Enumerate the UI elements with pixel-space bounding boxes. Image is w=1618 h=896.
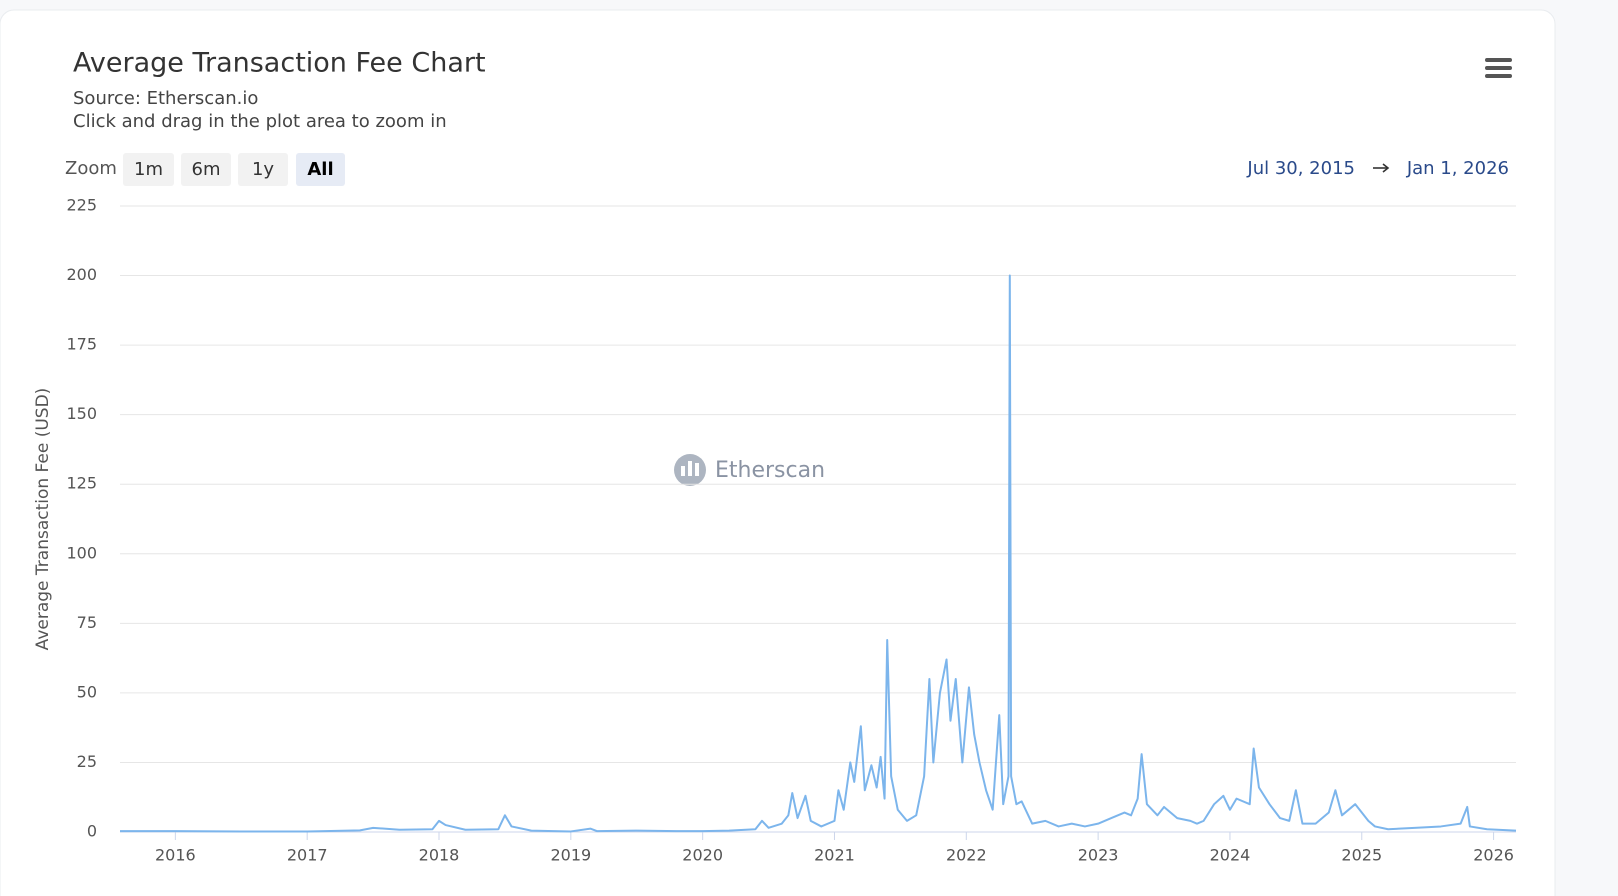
zoom-button[interactable] <box>296 153 345 186</box>
data-line <box>120 274 1517 833</box>
x-tick-label: 2019 <box>550 846 591 865</box>
chart-title: Average Transaction Fee Chart <box>73 48 486 79</box>
range-arrow <box>1373 163 1390 173</box>
range-from[interactable]: Jul 30, 2015 <box>1246 158 1355 179</box>
watermark: Etherscan <box>715 458 825 483</box>
watermark-logo <box>674 454 706 486</box>
zoom-button-label[interactable]: 1m <box>134 159 163 180</box>
x-tick-label: 2017 <box>287 846 328 865</box>
x-tick-label: 2025 <box>1341 846 1382 865</box>
y-tick-label: 75 <box>77 613 97 632</box>
x-tick-label: 2022 <box>946 846 987 865</box>
x-tick-label: 2018 <box>419 846 460 865</box>
zoom-button[interactable] <box>123 153 174 186</box>
y-tick-label: 225 <box>66 196 97 215</box>
zoom-button-label[interactable]: All <box>307 159 333 180</box>
x-tick-label: 2023 <box>1078 846 1119 865</box>
y-tick-label: 150 <box>66 404 97 423</box>
y-tick-label: 50 <box>77 682 97 701</box>
card <box>0 9 1556 896</box>
y-tick-label: 100 <box>66 543 97 562</box>
zoom-button[interactable] <box>181 153 231 186</box>
x-tick-label: 2016 <box>155 846 196 865</box>
menu-button[interactable] <box>1485 58 1512 78</box>
zoom-button-label[interactable]: 6m <box>192 159 221 180</box>
chart-caption: Click and drag in the plot area to zoom … <box>73 111 447 132</box>
y-tick-label: 175 <box>66 335 97 354</box>
zoom-button[interactable] <box>238 153 288 186</box>
y-tick-label: 125 <box>66 474 97 493</box>
x-tick-label: 2020 <box>682 846 723 865</box>
x-tick-label: 2024 <box>1210 846 1251 865</box>
zoom-button-label[interactable]: 1y <box>252 159 274 180</box>
range-to[interactable]: Jan 1, 2026 <box>1406 158 1509 179</box>
y-tick-label: 25 <box>77 752 97 771</box>
y-tick-label: 200 <box>66 265 97 284</box>
y-axis-label: Average Transaction Fee (USD) <box>33 388 53 651</box>
zoom-label: Zoom <box>65 158 117 179</box>
x-tick-label: 2021 <box>814 846 855 865</box>
x-tick-label: 2026 <box>1473 846 1514 865</box>
chart-subtitle: Source: Etherscan.io <box>73 88 258 109</box>
y-tick-label: 0 <box>87 822 97 841</box>
